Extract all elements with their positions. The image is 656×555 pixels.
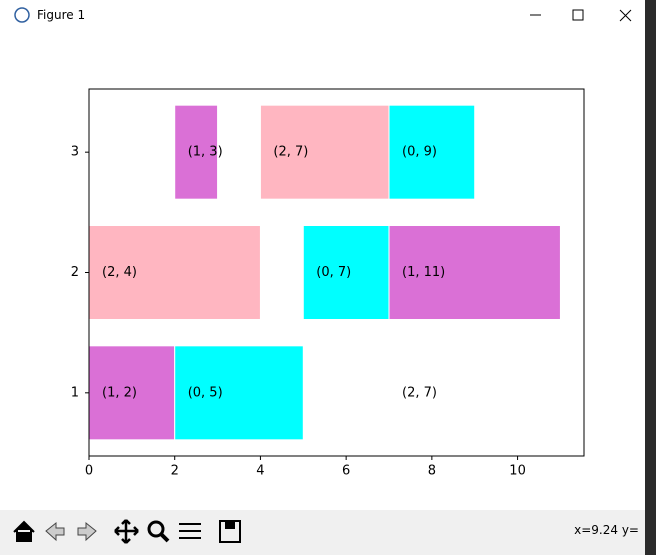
bar-label: (2, 7): [273, 145, 308, 160]
app-icon: [14, 7, 30, 23]
bar: [174, 345, 304, 441]
title-bar: Figure 1: [0, 0, 645, 30]
forward-button[interactable]: [77, 521, 97, 542]
toolbar: x=9.24 y=: [0, 510, 645, 555]
x-tick-label: 6: [342, 464, 350, 479]
y-tick-label: 1: [71, 385, 79, 400]
x-tick-label: 10: [509, 464, 526, 479]
back-button[interactable]: [45, 521, 65, 542]
bar-label: (0, 7): [316, 265, 351, 280]
maximize-button[interactable]: [572, 9, 584, 21]
bar-label: (1, 2): [102, 385, 137, 400]
bar-label: (0, 9): [402, 145, 437, 160]
bar-label: (2, 7): [402, 385, 437, 400]
x-tick-label: 2: [171, 464, 179, 479]
chart: (1, 2) (0, 5) (2, 7) (2, 4) (0, 7) (1, 11) (1,…: [71, 88, 585, 479]
home-button[interactable]: [13, 520, 35, 542]
configure-button[interactable]: [179, 523, 201, 539]
bar: [174, 104, 219, 200]
pan-button[interactable]: [114, 519, 139, 544]
y-tick-label: 2: [71, 265, 79, 280]
bar: [388, 104, 476, 200]
bar: [88, 345, 176, 441]
save-button[interactable]: [219, 520, 241, 543]
close-button[interactable]: [619, 9, 632, 22]
status-text: x=9.24 y=: [574, 523, 639, 537]
bar-label: (0, 5): [188, 385, 223, 400]
x-tick-label: 4: [256, 464, 264, 479]
toolbar-buttons: [13, 519, 241, 544]
title-icons: [14, 7, 632, 23]
bar-label: (1, 3): [188, 145, 223, 160]
zoom-button[interactable]: [147, 520, 165, 538]
bar-label: (1, 11): [402, 265, 445, 280]
y-tick-label: 3: [71, 145, 79, 160]
x-tick-label: 0: [85, 464, 93, 479]
bar-label: (2, 4): [102, 265, 137, 280]
x-tick-label: 8: [428, 464, 436, 479]
window-title: Figure 1: [37, 8, 86, 22]
bar: [388, 225, 561, 320]
bar: [88, 225, 261, 320]
